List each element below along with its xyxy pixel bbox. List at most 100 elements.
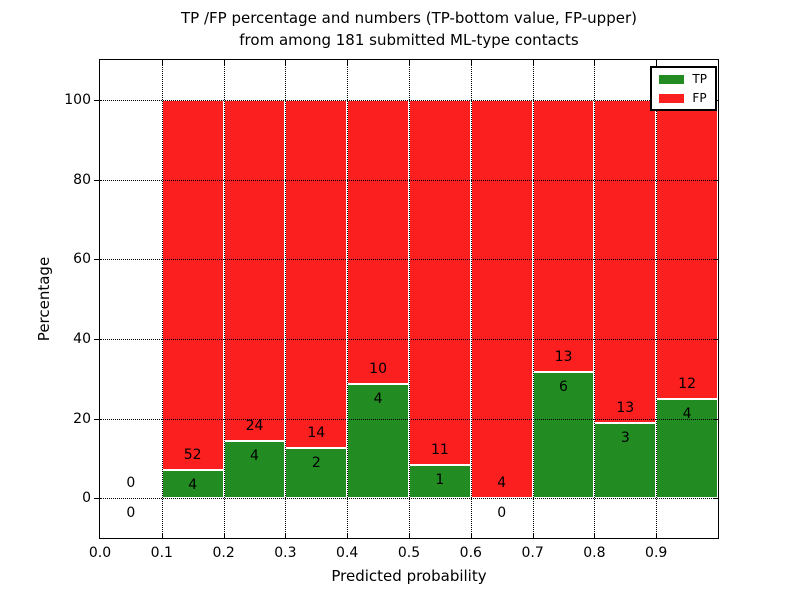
tp-count-label: 4 [188,476,198,493]
y-tick-left [94,498,99,500]
bar-segment-fp [347,99,409,385]
x-tick-label: 0.2 [212,545,235,561]
chart-title-line1: TP /FP percentage and numbers (TP-bottom… [181,9,637,27]
x-tick-bottom [656,533,658,538]
tp-count-label: 4 [250,448,259,465]
v-gridline [594,60,596,538]
fp-count-label: 4 [497,475,507,492]
legend-item: FP [659,92,707,104]
x-tick-label: 0.1 [150,545,173,561]
y-tick-left [94,179,99,181]
bar-segment-tp [656,398,718,499]
y-tick-left [94,338,99,340]
bar-segment-tp [223,441,286,499]
x-tick-bottom [532,533,534,538]
tp-count-label: 0 [497,505,507,522]
x-tick-top [223,60,225,65]
legend-label-tp: TP [692,72,707,86]
chart-title: TP /FP percentage and numbers (TP-bottom… [100,7,718,51]
x-tick-bottom [223,533,225,538]
bar-segment-fp [409,99,471,465]
v-gridline [532,60,534,538]
v-gridline [409,60,410,538]
legend-item: TP [659,73,707,85]
fp-count-label: 12 [678,375,697,392]
fp-count-label: 52 [183,446,202,463]
x-tick-label: 0.0 [88,545,112,561]
legend-label-fp: FP [692,91,707,105]
bar-segment-tp [347,384,409,499]
chart-title-line2: from among 181 submitted ML-type contact… [239,31,579,49]
v-gridline [470,60,472,538]
x-tick-top [594,60,596,65]
bar-segment-fp [223,99,286,442]
bar-segment-fp [594,99,657,424]
y-tick-label: 20 [73,410,91,427]
fp-count-label: 10 [369,361,388,378]
x-tick-label: 0.9 [645,545,668,561]
v-gridline [223,60,225,538]
tp-count-label: 3 [620,430,630,447]
y-tick-label: 0 [82,490,91,507]
x-tick-bottom [594,533,596,538]
x-tick-top [409,60,410,65]
v-gridline [347,60,349,538]
y-axis-label: Percentage [35,256,53,342]
y-tick-left [94,259,99,261]
v-gridline [161,60,163,538]
tp-count-label: 6 [559,379,568,396]
x-tick-top [347,60,349,65]
y-tick-right [713,259,718,261]
x-axis-label: Predicted probability [331,567,487,585]
tp-count-label: 0 [126,505,136,522]
y-tick-right [713,498,718,500]
x-tick-bottom [470,533,472,538]
fp-count-label: 0 [126,475,136,492]
bar-segment-fp [470,99,533,499]
x-tick-top [470,60,472,65]
x-tick-label: 0.4 [336,545,359,561]
fp-count-label: 24 [245,418,264,435]
x-tick-bottom [347,533,349,538]
tp-count-label: 4 [682,405,692,422]
y-tick-label: 80 [73,171,91,188]
y-tick-left [94,418,99,420]
y-tick-right [713,418,718,420]
y-tick-label: 100 [64,91,91,108]
x-tick-label: 0.5 [397,545,421,561]
bar-segment-fp [532,99,595,373]
fp-count-label: 13 [616,400,635,417]
tp-count-label: 4 [373,391,383,408]
x-tick-top [656,60,658,65]
x-tick-label: 0.3 [274,545,297,561]
legend-swatch-tp [659,74,685,84]
y-tick-label: 60 [73,251,91,268]
x-tick-top [285,60,287,65]
bar-segment-fp [656,99,718,399]
fp-count-label: 14 [307,425,326,442]
plot-area: TP FP 0 0 52 4 24 4 14 2 10 4 11 1 4 0 13 6 13 3 12 4 [94,59,719,539]
x-tick-label: 0.8 [583,545,606,561]
y-tick-right [713,338,718,340]
tp-count-label: 2 [311,455,321,472]
legend: TP FP [650,66,717,111]
legend-swatch-fp [659,93,685,103]
x-tick-bottom [161,533,163,538]
x-tick-top [532,60,534,65]
fp-count-label: 13 [554,349,573,366]
fp-count-label: 11 [430,441,449,458]
y-tick-label: 40 [73,330,91,347]
y-tick-right [713,179,718,181]
bar-segment-tp [161,469,224,499]
x-tick-bottom [409,533,410,538]
bar-segment-fp [161,99,224,470]
x-tick-label: 0.6 [459,545,482,561]
v-gridline [656,60,658,538]
tp-count-label: 1 [435,471,445,488]
bar-segment-fp [285,99,348,449]
bar-segment-tp [532,372,595,499]
x-tick-label: 0.7 [521,545,544,561]
x-tick-bottom [285,533,287,538]
y-tick-left [94,99,99,101]
